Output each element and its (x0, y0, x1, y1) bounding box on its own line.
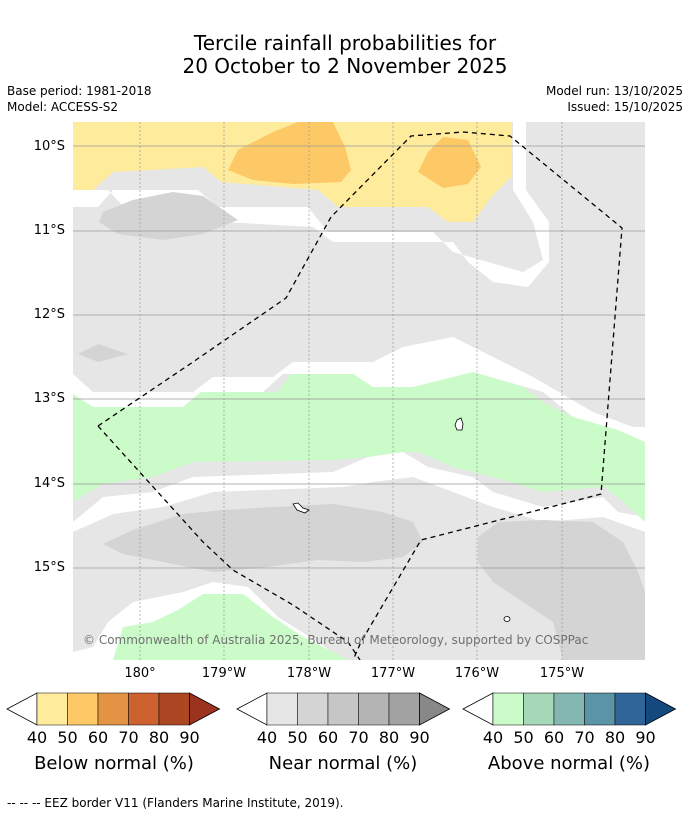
below-normal-label: Below normal (%) (34, 753, 194, 774)
colorbar-tick-label: 40 (26, 728, 48, 747)
below-normal-50-region (228, 122, 351, 184)
lat-label-13s: 13°S (33, 391, 65, 406)
colorbar-tick-label: 60 (87, 728, 109, 747)
near-normal-label: Near normal (%) (268, 753, 418, 774)
colorbar-tick-label: 40 (482, 728, 504, 747)
colorbar-swatch (553, 692, 585, 726)
near-normal-colorbar (236, 692, 451, 726)
colorbar-tick-label: 80 (604, 728, 626, 747)
island-outline (503, 616, 511, 622)
colorbar-tick-label: 80 (148, 728, 170, 747)
rainfall-map (73, 122, 645, 660)
near-normal-50-region (103, 504, 423, 572)
colorbar-tick-label: 70 (348, 728, 369, 747)
lon-label-177w: 177°W (370, 666, 416, 681)
model-name: Model: ACCESS-S2 (7, 100, 119, 114)
colorbar-swatch (128, 692, 160, 726)
lon-label-179w: 179°W (201, 666, 247, 681)
colorbar-swatch (158, 692, 190, 726)
colorbar-swatch (266, 692, 298, 726)
colorbar-tick-label: 90 (179, 728, 200, 747)
lat-label-10s: 10°S (33, 139, 65, 154)
colorbar-swatch (97, 692, 129, 726)
model-run: Model run: 13/10/2025 (545, 84, 683, 98)
colorbar-tick-label: 60 (317, 728, 339, 747)
island-outline (292, 502, 310, 514)
no-signal-band (73, 452, 645, 532)
above-normal-colorbar (462, 692, 677, 726)
colorbar-tick-label: 80 (378, 728, 400, 747)
colorbar-under-triangle (6, 692, 38, 726)
colorbar-swatch (614, 692, 646, 726)
colorbar-over-triangle (189, 692, 221, 726)
above-normal-label: Above normal (%) (487, 753, 651, 774)
above-normal-40-region (73, 372, 645, 522)
lon-label-175w: 175°W (539, 666, 585, 681)
lat-label-11s: 11°S (33, 223, 65, 238)
below-normal-50-region (418, 137, 481, 188)
colorbar-under-triangle (236, 692, 268, 726)
colorbar-swatch (327, 692, 359, 726)
colorbar-swatch (523, 692, 555, 726)
issued-date: Issued: 15/10/2025 (567, 100, 683, 114)
colorbar-tick-label: 50 (57, 728, 78, 747)
colorbar-swatch (297, 692, 329, 726)
colorbar-swatch (388, 692, 420, 726)
lat-label-12s: 12°S (33, 307, 65, 322)
colorbar-over-triangle (645, 692, 677, 726)
colorbar-swatch (358, 692, 390, 726)
colorbar-tick-label: 60 (543, 728, 565, 747)
colorbar-tick-label: 50 (287, 728, 308, 747)
lon-label-180: 180° (124, 666, 156, 681)
near-normal-50-region (478, 520, 645, 660)
colorbar-swatch (67, 692, 99, 726)
eez-footnote: -- -- -- EEZ border V11 (Flanders Marine… (7, 796, 344, 810)
eez-border (97, 131, 623, 660)
colorbar-under-triangle (462, 692, 494, 726)
colorbar-tick-label: 70 (574, 728, 595, 747)
below-normal-colorbar (6, 692, 221, 726)
map-title-line2: 20 October to 2 November 2025 (182, 54, 508, 78)
lon-label-178w: 178°W (286, 666, 332, 681)
lon-label-176w: 176°W (454, 666, 500, 681)
lat-label-14s: 14°S (33, 476, 65, 491)
colorbar-swatch (36, 692, 68, 726)
colorbar-tick-label: 50 (513, 728, 534, 747)
colorbar-swatch (492, 692, 524, 726)
colorbar-tick-label: 70 (118, 728, 139, 747)
graticule (73, 122, 645, 660)
above-normal-40-region (113, 594, 348, 660)
colorbar-tick-label: 90 (635, 728, 656, 747)
island-outline (454, 417, 464, 431)
colorbar-swatch (584, 692, 616, 726)
lat-label-15s: 15°S (33, 560, 65, 575)
near-normal-50-region (99, 192, 238, 240)
copyright-notice: © Commonwealth of Australia 2025, Bureau… (83, 633, 589, 647)
colorbar-over-triangle (419, 692, 451, 726)
colorbar-tick-label: 40 (256, 728, 278, 747)
map-title-line1: Tercile rainfall probabilities for (193, 31, 497, 55)
near-normal-50-region (78, 344, 128, 362)
no-signal-band (73, 337, 645, 442)
colorbar-tick-label: 90 (409, 728, 430, 747)
base-period: Base period: 1981-2018 (7, 84, 152, 98)
